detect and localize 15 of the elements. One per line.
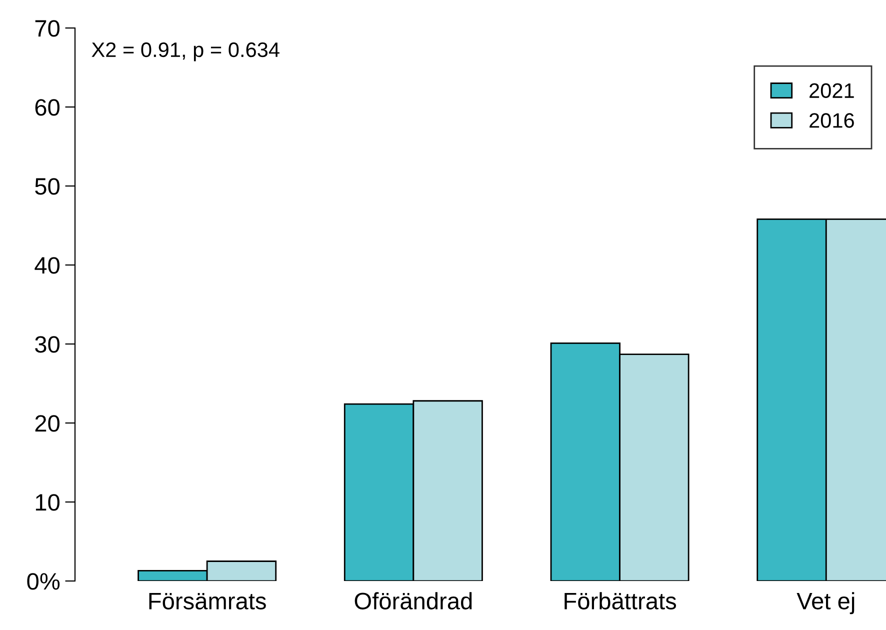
y-tick-label: 20 [35, 415, 60, 432]
y-tick-label: 0% [27, 573, 60, 590]
x-tick-label: Vet ej [796, 592, 854, 614]
y-tick-label: 10 [36, 494, 60, 511]
y-tick-label: 70 [35, 20, 60, 37]
legend-label: 2021 [810, 83, 854, 98]
x-tick-label: Försämrats [149, 592, 266, 610]
y-tick-label: 60 [35, 99, 60, 116]
x-tick-label: Oförändrad [354, 592, 472, 610]
y-tick-label: 40 [34, 257, 60, 274]
y-tick-label: 50 [35, 178, 60, 195]
annotation: X2 = 0.91, p = 0.634 [92, 42, 280, 62]
legend-label: 2016 [810, 113, 854, 128]
y-tick-label: 30 [35, 336, 60, 353]
x-tick-label: Förbättrats [564, 592, 676, 610]
